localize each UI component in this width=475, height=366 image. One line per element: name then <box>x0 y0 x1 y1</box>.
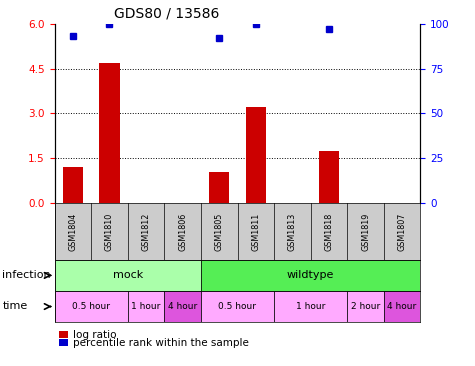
Text: GSM1813: GSM1813 <box>288 212 297 251</box>
Text: GSM1810: GSM1810 <box>105 212 114 251</box>
Bar <box>201 291 274 322</box>
Text: percentile rank within the sample: percentile rank within the sample <box>73 338 248 348</box>
Bar <box>55 260 201 291</box>
Bar <box>128 291 164 322</box>
Bar <box>99 63 120 203</box>
Bar <box>164 291 201 322</box>
Text: 1 hour: 1 hour <box>132 302 161 311</box>
Bar <box>319 151 339 203</box>
Text: GSM1819: GSM1819 <box>361 212 370 251</box>
Bar <box>201 260 420 291</box>
Bar <box>384 291 420 322</box>
Bar <box>209 172 229 203</box>
Text: GDS80 / 13586: GDS80 / 13586 <box>114 6 219 20</box>
Bar <box>347 291 384 322</box>
Bar <box>55 291 128 322</box>
Text: log ratio: log ratio <box>73 330 116 340</box>
Text: GSM1806: GSM1806 <box>178 212 187 251</box>
Text: GSM1804: GSM1804 <box>68 212 77 251</box>
Text: GSM1818: GSM1818 <box>324 212 333 251</box>
Text: 2 hour: 2 hour <box>351 302 380 311</box>
Text: 0.5 hour: 0.5 hour <box>72 302 110 311</box>
Text: 4 hour: 4 hour <box>388 302 417 311</box>
Text: 1 hour: 1 hour <box>296 302 325 311</box>
Text: wildtype: wildtype <box>287 270 334 280</box>
Bar <box>63 167 83 203</box>
Bar <box>246 108 266 203</box>
Text: GSM1805: GSM1805 <box>215 212 224 251</box>
Text: infection: infection <box>2 270 51 280</box>
Text: GSM1807: GSM1807 <box>398 212 407 251</box>
Text: time: time <box>2 301 28 311</box>
Text: GSM1811: GSM1811 <box>251 212 260 251</box>
Text: 4 hour: 4 hour <box>168 302 197 311</box>
Bar <box>274 291 347 322</box>
Text: 0.5 hour: 0.5 hour <box>218 302 256 311</box>
Text: mock: mock <box>113 270 143 280</box>
Text: GSM1812: GSM1812 <box>142 212 151 251</box>
